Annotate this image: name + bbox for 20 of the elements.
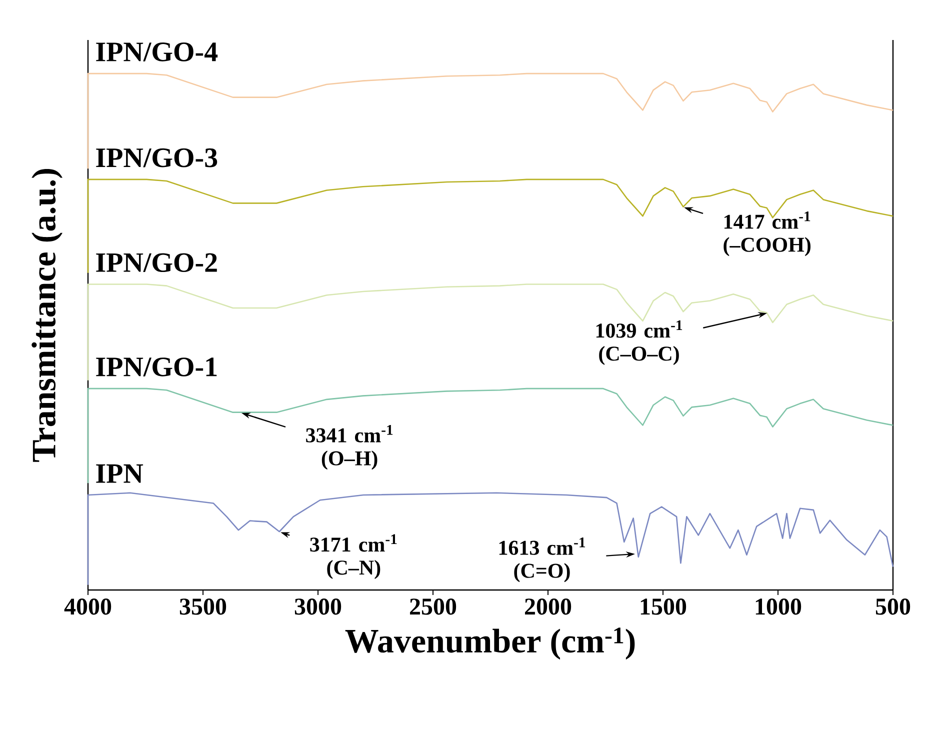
x-tick-label: 4000 (64, 598, 112, 615)
series-label: IPN/GO-3 (96, 148, 218, 168)
annotation: 3171 cm$^{-1}$ (C–N) (310, 534, 397, 579)
y-axis-title: Transmittance (a.u.) (32, 169, 62, 462)
x-tick-label: 3500 (180, 598, 226, 615)
x-tick-label: 1000 (756, 598, 802, 615)
series-label: IPN (96, 464, 144, 483)
annotation: 1039 cm$^{-1}$ (C–O–C) (596, 320, 682, 366)
series-label: IPN/GO-1 (96, 358, 217, 376)
annotation: 1613 cm$^{-1}$ (C=O) (499, 537, 586, 582)
x-tick-label: 3000 (294, 598, 342, 615)
x-tick-label: 2500 (410, 598, 456, 615)
x-tick-label: 2000 (524, 598, 572, 615)
annotation: 3341 cm$^{-1}$ (O–H) (306, 424, 393, 470)
series-label: IPN/GO-4 (96, 42, 218, 62)
x-tick-label: 500 (876, 598, 910, 615)
x-tick-label: 1500 (640, 598, 686, 615)
annotation: 1417 cm$^{-1}$ (–COOH) (724, 211, 810, 256)
series-label: IPN/GO-2 (96, 253, 217, 272)
x-axis-title: Wavenumber (cm$^{-1}$) (345, 628, 635, 660)
